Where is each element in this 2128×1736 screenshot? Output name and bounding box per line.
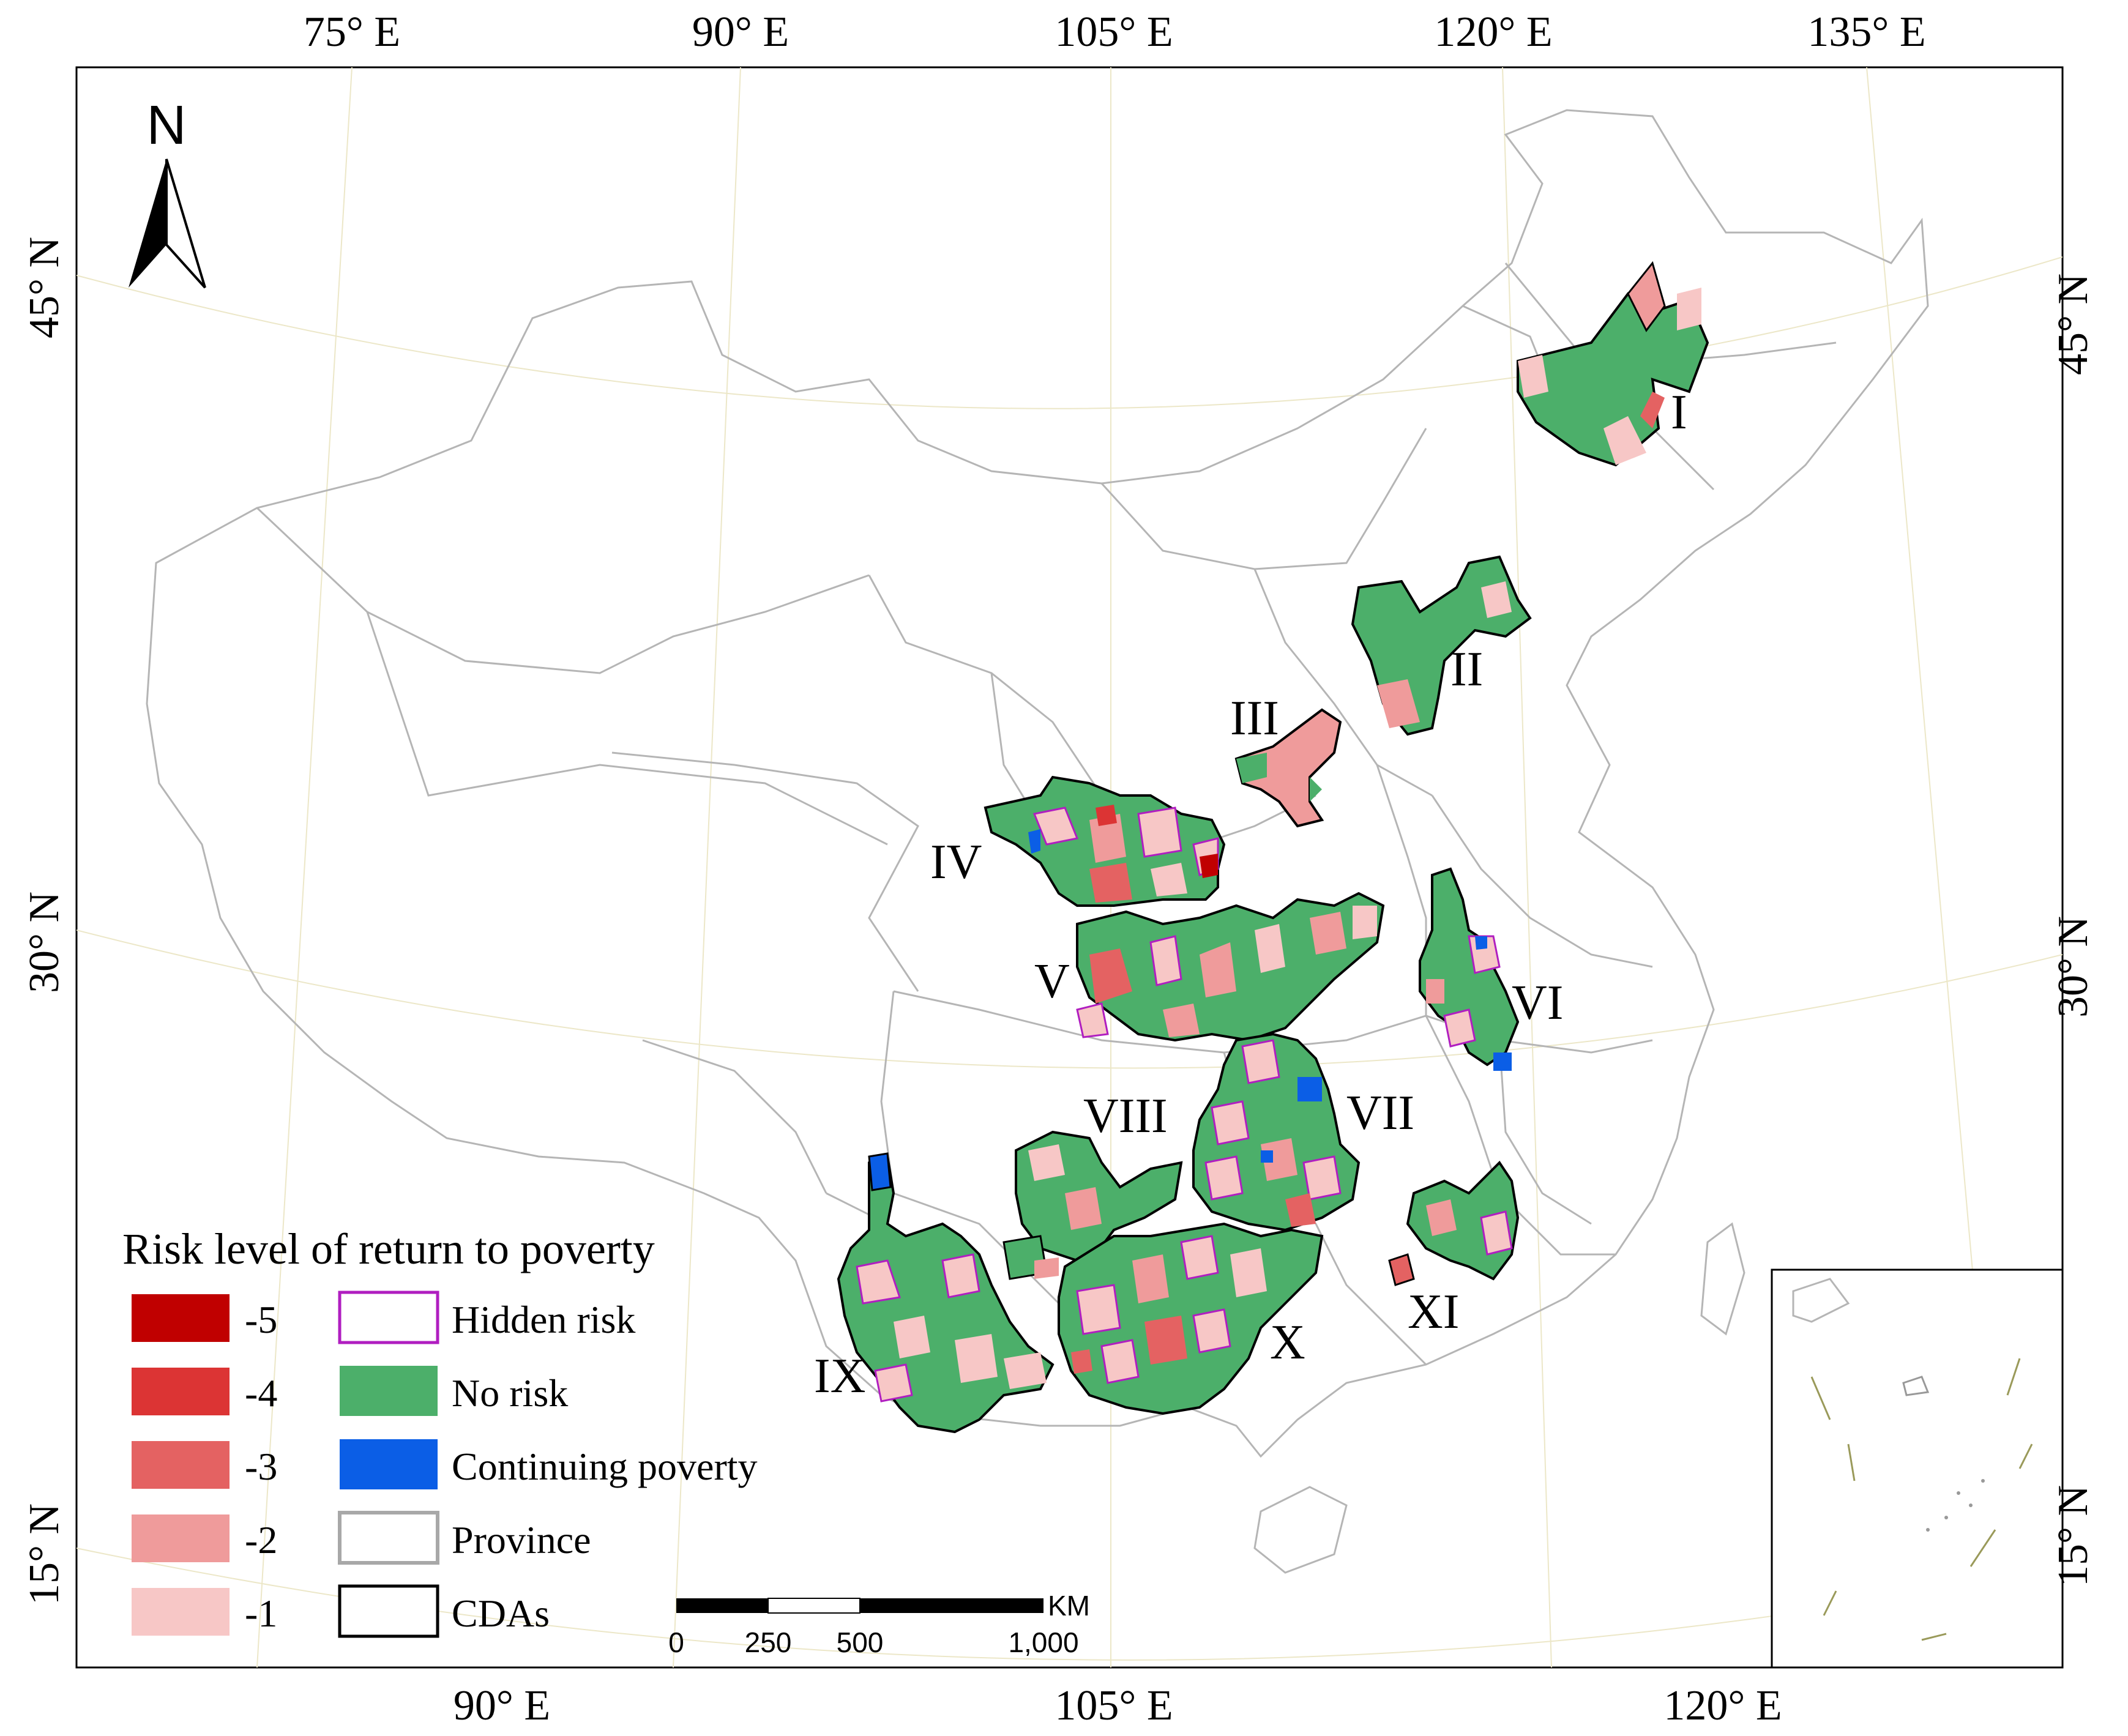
lon-label: 90° E [692,9,789,56]
cda-region-iv [984,775,1226,907]
legend-swatch [132,1441,230,1489]
legend-label: No risk [452,1371,568,1415]
cda-region-vi [1419,867,1520,1071]
region-label: V [1034,955,1070,1008]
legend-swatch-continuing-poverty [340,1439,438,1489]
legend: Risk level of return to poverty -5 -4 -3… [122,1224,758,1638]
region-label: VIII [1083,1089,1168,1143]
lon-label: 120° E [1663,1682,1782,1729]
right-latitude-labels: 45° N 30° N 15° N [2050,274,2097,1587]
scale-tick: 500 [837,1626,884,1658]
cda-region-x [1058,1222,1324,1415]
cda-region-vii [1192,1032,1361,1232]
inset-map [1771,1268,2064,1669]
legend-swatch-no-risk [340,1366,438,1416]
legend-swatch-hidden-risk [338,1291,439,1344]
lat-label: 15° N [2050,1485,2097,1587]
lon-label: 90° E [454,1682,550,1729]
scale-tick: 0 [668,1626,684,1658]
lon-label: 105° E [1055,9,1173,56]
lat-label: 15° N [21,1503,68,1605]
legend-swatch-cdas [338,1584,439,1638]
cda-region-v [1076,892,1385,1042]
lat-label: 45° N [21,237,68,338]
region-label: IX [814,1349,865,1403]
lon-label: 135° E [1807,9,1925,56]
scale-bar: KM 0 250 500 1,000 [668,1590,1090,1658]
legend-swatch [132,1588,230,1636]
lat-label: 45° N [2050,274,2097,375]
legend-label: -3 [245,1445,277,1488]
legend-swatch [132,1368,230,1415]
legend-swatch [132,1514,230,1562]
legend-label: -5 [245,1298,277,1341]
lat-label: 30° N [21,892,68,993]
lon-label: 105° E [1055,1682,1173,1729]
legend-swatch [132,1294,230,1342]
lon-label: 75° E [304,9,400,56]
cda-regions [837,261,1709,1434]
region-label: X [1270,1316,1305,1369]
region-label: I [1671,386,1687,439]
north-arrow-icon [129,159,166,288]
scale-tick: 250 [745,1626,792,1658]
north-arrow: N [129,95,206,289]
cda-region-i [1517,261,1709,467]
legend-risk-levels: -5 -4 -3 -2 -1 [132,1294,277,1636]
legend-title: Risk level of return to poverty [122,1224,655,1273]
region-label: III [1230,691,1279,745]
cda-region-ii [1351,555,1532,736]
graticule [77,67,2063,1667]
north-arrow-label: N [147,95,187,156]
cda-region-xi [1388,1160,1520,1286]
region-label: VI [1512,976,1563,1030]
legend-label: -2 [245,1518,277,1562]
legend-label: -1 [245,1592,277,1635]
cda-region-iii [1234,708,1342,828]
bottom-longitude-labels: 90° E 105° E 120° E [454,1682,1782,1729]
region-label: IV [930,835,982,889]
legend-label: Continuing poverty [452,1445,758,1488]
top-longitude-labels: 75° E 90° E 105° E 120° E 135° E [304,9,1926,56]
legend-swatch-province [338,1511,439,1565]
lon-label: 120° E [1434,9,1552,56]
region-labels: I II III IV V VI VII VIII IX X XI [814,386,1687,1403]
region-label: VII [1346,1086,1414,1140]
cda-region-ix [837,1152,1055,1434]
legend-label: Province [452,1518,591,1562]
legend-label: CDAs [452,1592,550,1635]
scale-unit: KM [1048,1590,1090,1622]
legend-label: Hidden risk [452,1298,635,1341]
left-latitude-labels: 45° N 30° N 15° N [21,237,68,1605]
lat-label: 30° N [2050,916,2097,1018]
scale-tick: 1,000 [1008,1626,1078,1658]
legend-categories: Hidden risk No risk Continuing poverty P… [338,1291,758,1638]
cda-region-viii [1002,1130,1183,1280]
region-label: XI [1408,1285,1459,1339]
legend-label: -4 [245,1371,277,1415]
region-label: II [1450,643,1483,696]
